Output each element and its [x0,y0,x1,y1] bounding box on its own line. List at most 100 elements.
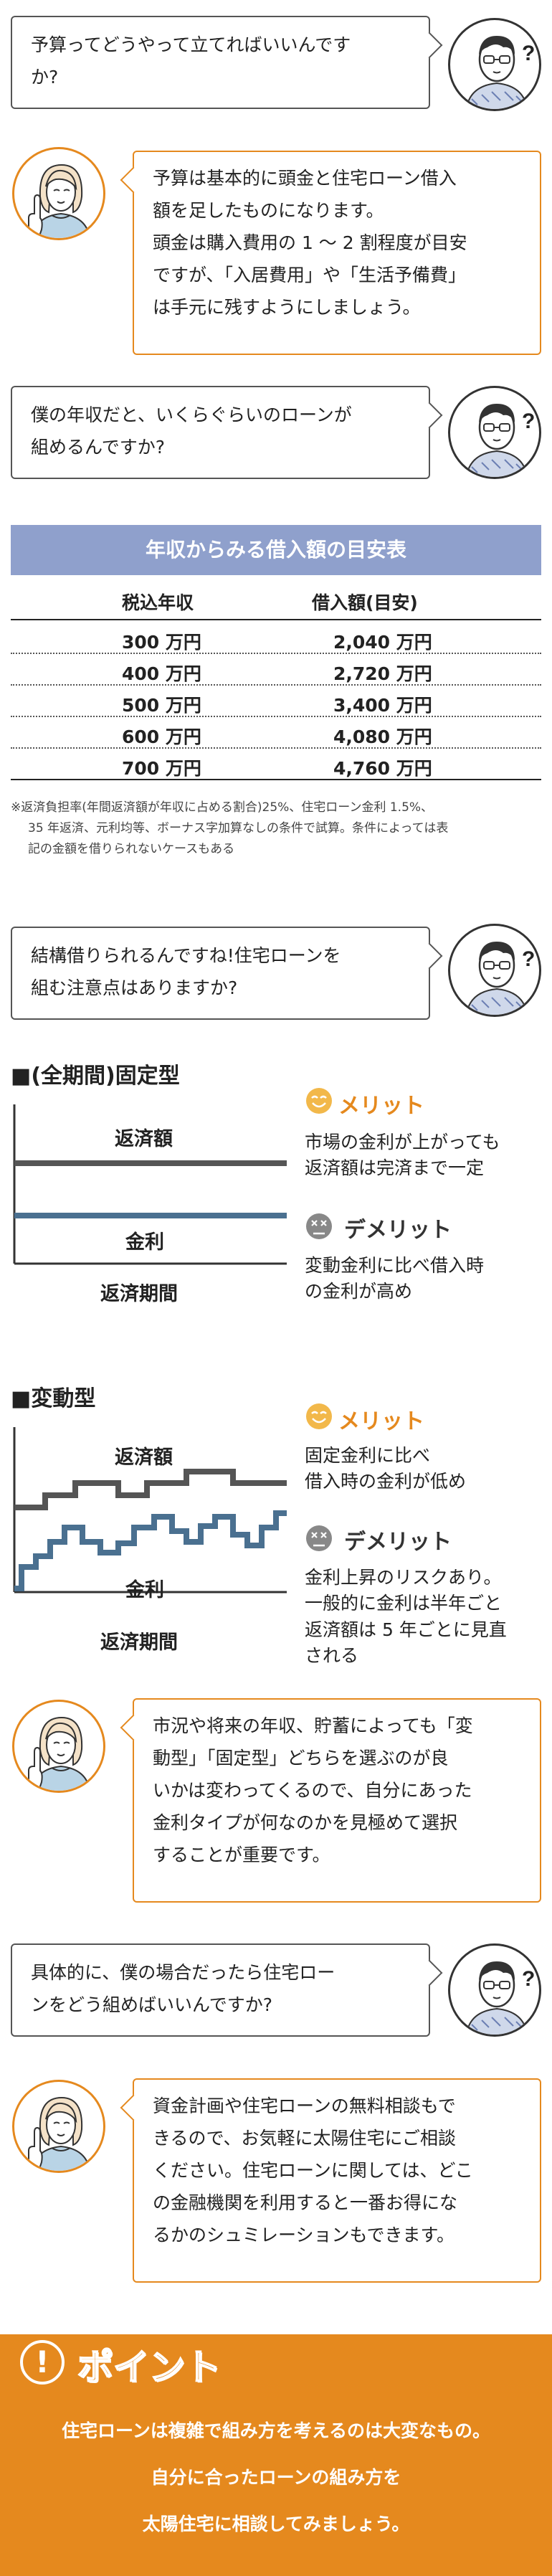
variable-merit-title: メリット [338,1409,424,1434]
col-loan-header: 借入額(目安) [312,592,418,613]
desc-line: 返済額は完済まで一定 [305,1157,485,1179]
answer-bubble-3: 資金計画や住宅ローンの無料相談もで きるので、お気軽に太陽住宅にご相談 ください… [120,2078,541,2283]
loan-cell: 4,080 万円 [333,726,432,747]
note-line: 記の金額を借りられないケースもある [28,841,235,856]
answer-bubble-2: 市況や将来の年収、貯蓄によっても「変 動型」「固定型」どちらを選ぶのが良 いかは… [120,1698,541,1903]
bubble-line: 組む注意点はありますか? [31,977,238,998]
variable-repay-line [14,1469,287,1510]
bubble-line: 頭金は購入費用の 1 〜 2 割程度が目安 [153,232,467,253]
bubble-line: 市況や将来の年収、貯蓄によっても「変 [153,1715,473,1736]
desc-line: 市場の金利が上がっても [305,1132,500,1152]
bubble-line: 僕の年収だと、いくらぐらいのローンが [31,404,352,425]
exclamation-glyph: ! [35,2344,49,2380]
variable-rate-line [14,1510,287,1591]
loan-cell: 4,760 万円 [333,758,432,779]
desc-line: の金利が高め [305,1281,413,1302]
fixed-demerit-desc: 変動金利に比べ借入時 の金利が高め [305,1253,484,1305]
bubble-line: きるので、お気軽に太陽住宅にご相談 [153,2128,457,2149]
point-section: ! ポイント 住宅ローンは複雑で組み方を考えるのは大変なもの。 自分に合ったロー… [0,2334,552,2576]
desc-line: 金利上昇のリスクあり。 [305,1567,502,1588]
income-cell: 600 万円 [122,726,201,747]
fixed-x-label: 返済期間 [100,1283,178,1305]
question-bubble-2: 僕の年収だと、いくらぐらいのローンが 組めるんですか? [11,386,443,479]
table-row: 700 万円 4,760 万円 [11,750,541,780]
bubble-line: いかは変わってくるので、自分にあった [153,1780,472,1801]
income-cell: 400 万円 [122,663,201,684]
col-income-header: 税込年収 [122,592,194,613]
woman-avatar-icon [12,1700,105,1793]
note-line: 35 年返済、元利均等、ボーナス字加算なしの条件で試算。条件によっては表 [28,820,449,835]
bubble-line: することが重要です。 [153,1845,330,1865]
fixed-merit-title: メリット [338,1094,424,1119]
sad-icon [305,1524,333,1553]
variable-merit-desc: 固定金利に比べ 借入時の金利が低め [305,1443,466,1495]
variable-rate-title: ■変動型 [11,1386,96,1411]
loan-cell: 3,400 万円 [333,695,432,716]
smile-icon [305,1402,333,1431]
variable-demerit-title: デメリット [344,1530,452,1555]
note-line: ※返済負担率(年間返済額が年収に占める割合)25%、住宅ローン金利 1.5%、 [11,800,434,815]
table-row: 500 万円 3,400 万円 [11,687,541,717]
bubble-line: か? [31,67,59,87]
variable-demerit-desc: 金利上昇のリスクあり。 一般的に金利は半年ごと 返済額は 5 年ごとに見直 され… [305,1565,507,1669]
desc-line: 借入時の金利が低め [305,1471,467,1492]
table-row: 600 万円 4,080 万円 [11,719,541,749]
variable-rate-chart [13,1427,287,1594]
sad-icon [305,1212,333,1241]
bubble-line: ください。住宅ローンに関しては、どこ [153,2160,473,2181]
variable-repay-label: 返済額 [115,1446,173,1469]
exclamation-icon: ! [20,2340,65,2385]
bubble-line: 動型」「固定型」どちらを選ぶのが良 [153,1748,449,1768]
income-cell: 700 万円 [122,758,201,779]
desc-line: 変動金利に比べ借入時 [305,1255,485,1276]
question-bubble-3: 結構借りられるんですね!住宅ローンを 組む注意点はありますか? [11,927,443,1020]
fixed-demerit-title: デメリット [344,1218,452,1243]
point-line: 住宅ローンは複雑で組み方を考えるのは大変なもの。 [61,2420,490,2441]
table-row: 300 万円 2,040 万円 [11,624,541,654]
loan-cell: 2,040 万円 [333,632,432,653]
point-title: ポイント [77,2346,222,2389]
bubble-line: の金融機関を利用すると一番お得にな [153,2192,458,2213]
fixed-rate-chart [13,1104,287,1265]
man-avatar-icon [448,924,541,1017]
table-row: 400 万円 2,720 万円 [11,655,541,686]
woman-avatar-icon [12,2080,105,2173]
man-avatar-icon [448,18,541,111]
bubble-line: るかのシュミレーションもできます。 [153,2225,455,2245]
desc-line: 固定金利に比べ [305,1445,431,1466]
fixed-rate-title: ■(全期間)固定型 [11,1064,180,1089]
fixed-rate-label: 金利 [125,1231,164,1254]
desc-line: 返済額は 5 年ごとに見直 [305,1619,507,1640]
table-title: 年収からみる借入額の目安表 [11,525,541,575]
answer-bubble-1: 予算は基本的に頭金と住宅ローン借入 額を足したものになります。 頭金は購入費用の… [120,151,541,355]
fixed-repay-label: 返済額 [115,1128,173,1150]
bubble-line: は手元に残すようにしましょう。 [153,297,421,318]
fixed-merit-desc: 市場の金利が上がっても 返済額は完済まで一定 [305,1130,500,1182]
point-line: 太陽住宅に相談してみましょう。 [142,2514,410,2534]
variable-rate-label: 金利 [125,1579,164,1601]
bubble-line: ンをどう組めばいいんですか? [31,1994,273,2015]
variable-x-label: 返済期間 [100,1632,178,1654]
question-bubble-4: 具体的に、僕の場合だったら住宅ロー ンをどう組めばいいんですか? [11,1943,443,2037]
bubble-line: 組めるんですか? [31,437,166,458]
table-header-row: 税込年収 借入額(目安) [11,584,541,620]
point-line: 自分に合ったローンの組み方を [151,2467,401,2488]
bubble-line: 額を足したものになります。 [153,200,384,221]
income-cell: 300 万円 [122,632,201,653]
smile-icon [305,1086,333,1115]
desc-line: 一般的に金利は半年ごと [305,1593,503,1614]
loan-cell: 2,720 万円 [333,663,432,684]
man-avatar-icon [448,1943,541,2037]
table-note: ※返済負担率(年間返済額が年収に占める割合)25%、住宅ローン金利 1.5%、 … [11,797,541,860]
bubble-line: 金利タイプが何なのかを見極めて選択 [153,1812,458,1833]
man-avatar-icon [448,386,541,479]
bubble-line: ですが、「入居費用」や「生活予備費」 [153,265,467,285]
bubble-line: 予算は基本的に頭金と住宅ローン借入 [153,168,457,189]
bubble-line: 結構借りられるんですね!住宅ローンを [31,945,341,966]
bubble-line: 予算ってどうやって立てればいいんです [31,34,351,55]
bubble-line: 資金計画や住宅ローンの無料相談もで [153,2096,456,2116]
income-cell: 500 万円 [122,695,201,716]
woman-avatar-icon [12,147,105,240]
question-bubble-1: 予算ってどうやって立てればいいんです か? [11,16,443,109]
bubble-line: 具体的に、僕の場合だったら住宅ロー [31,1962,336,1983]
